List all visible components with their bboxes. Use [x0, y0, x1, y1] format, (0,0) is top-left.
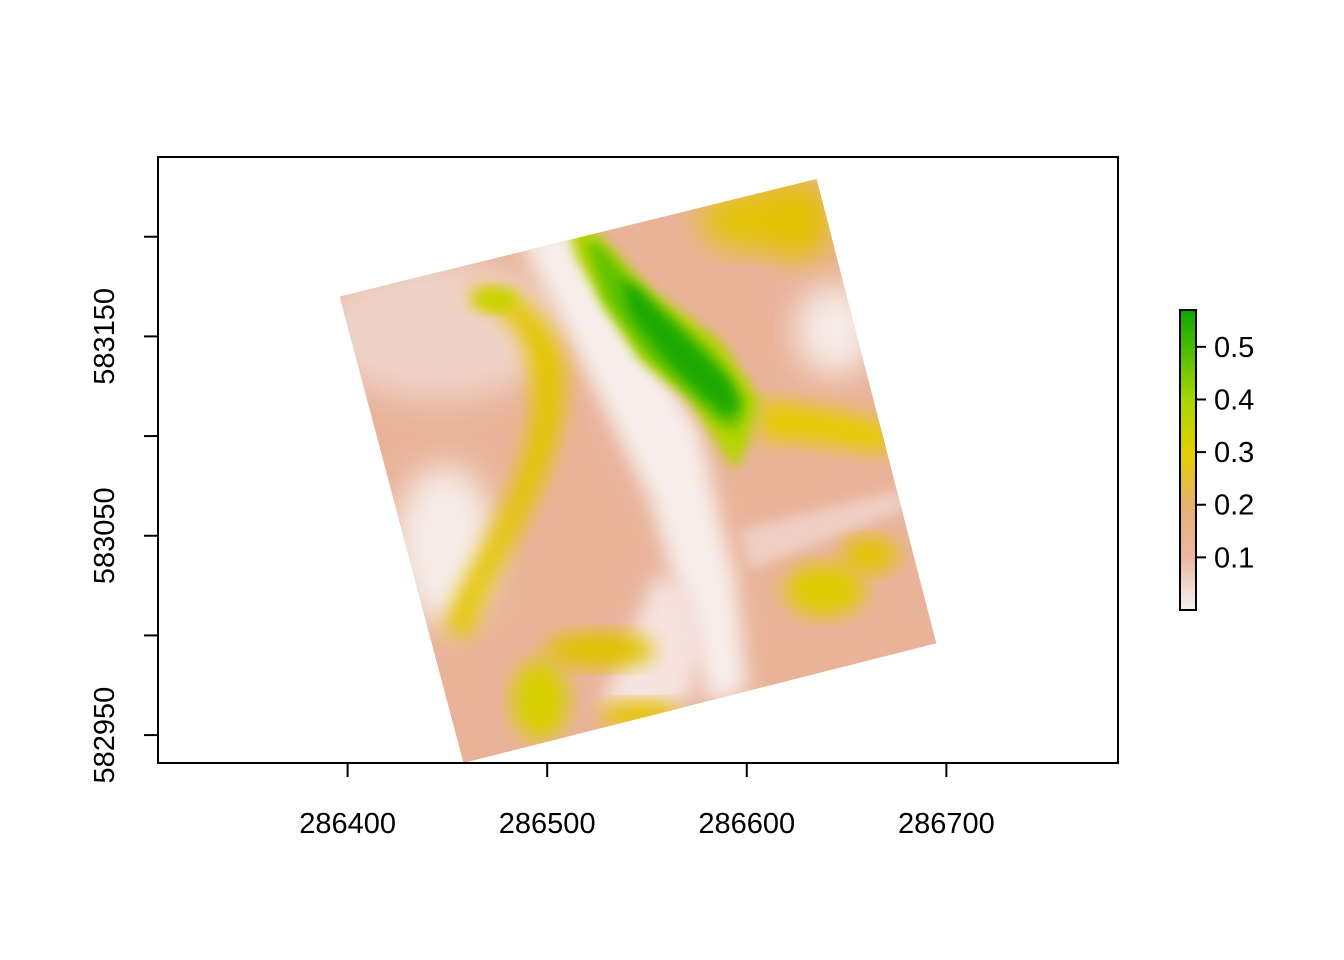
- legend-frame: [1179, 309, 1197, 611]
- legend-tick-label: 0.3: [1214, 437, 1254, 469]
- legend-tick-label: 0.4: [1214, 384, 1254, 416]
- bottom-yellow-patch-2: [545, 632, 655, 668]
- bottom-yellow-patch: [512, 660, 568, 740]
- y-tick-label: 583050: [89, 487, 121, 584]
- color-legend: 0.1 0.2 0.3 0.4 0.5: [1179, 309, 1254, 611]
- legend-tick-label: 0.5: [1214, 332, 1254, 364]
- y-tick-label: 582950: [89, 687, 121, 784]
- valley-diagonal-band: [740, 490, 905, 570]
- main-green-ridge-core: [620, 280, 740, 415]
- y-tick-label: 583150: [89, 288, 121, 385]
- legend-tick-label: 0.1: [1214, 542, 1254, 574]
- lower-right-yellow-patch: [785, 564, 865, 616]
- lower-right-yellow-patch-2: [842, 537, 898, 573]
- legend-tick-label: 0.2: [1214, 490, 1254, 522]
- bottom-yellow-patch-3: [600, 701, 680, 729]
- y-axis: 582950 583050 583150: [89, 235, 159, 784]
- x-tick-label: 286600: [698, 808, 795, 840]
- legend-color-bar: [1180, 310, 1196, 610]
- x-tick-label: 286400: [299, 808, 396, 840]
- raster-layer: [339, 178, 937, 763]
- x-axis: 286400 286500 286600 286700: [299, 762, 995, 840]
- central-white-valley: [520, 222, 748, 705]
- left-yellow-band: [445, 288, 566, 640]
- x-tick-label: 286700: [898, 808, 995, 840]
- right-yellow-band: [760, 400, 890, 455]
- left-yellow-knob: [473, 288, 517, 312]
- upper-right-yellow-2: [770, 180, 830, 260]
- pale-zone-right-edge: [795, 285, 875, 375]
- x-tick-label: 286500: [499, 808, 596, 840]
- legend-ticks: 0.1 0.2 0.3 0.4 0.5: [1196, 332, 1254, 574]
